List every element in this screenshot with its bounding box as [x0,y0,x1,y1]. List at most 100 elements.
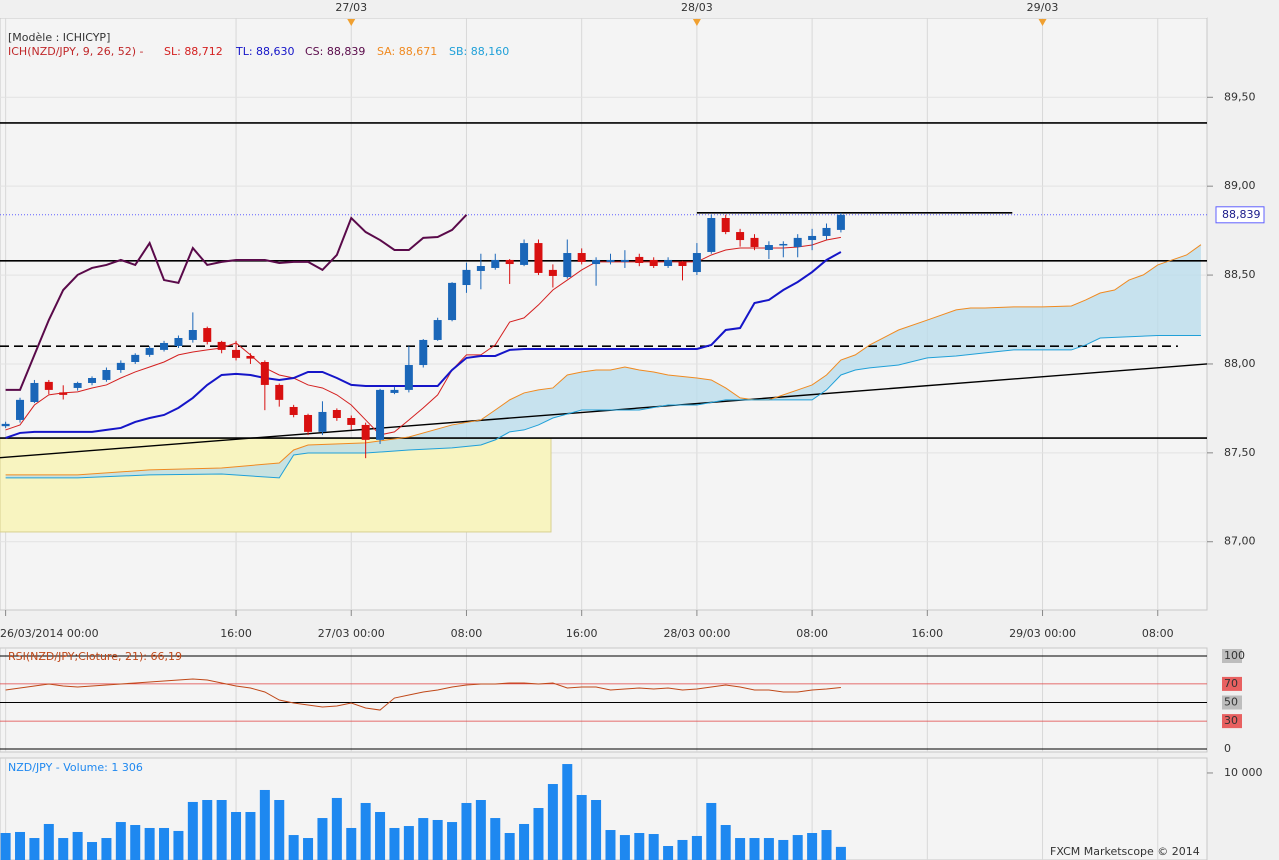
y-tick-label: 10 000 [1224,766,1263,779]
x-tick-label: 16:00 [220,627,252,640]
volume-bar [245,811,256,860]
candle-body [836,214,845,230]
volume-bar [202,800,213,860]
volume-bar [317,818,328,860]
volume-panel [0,757,1208,860]
candle-body [548,269,557,276]
volume-bar [691,835,702,860]
rsi-panel [0,647,1208,753]
legend-entry: CS: 88,839 [305,45,365,58]
rsi-title: RSI(NZD/JPY;Cloture, 21): 66,19 [8,650,182,663]
indicator-line [5,251,842,439]
candle-body [793,237,802,247]
candle-body [822,227,831,236]
candle-body [505,259,514,265]
candle-body [419,339,428,366]
volume-bar [303,838,314,860]
volume-bar [677,839,688,860]
volume-bar [360,802,371,860]
candle-body [361,424,370,440]
volume-bar [87,842,98,860]
candle-body [260,362,269,385]
session-marker [1038,19,1047,26]
indicator-label: ICH(NZD/JPY, 9, 26, 52) - [8,45,144,58]
candle-body [1,423,10,427]
volume-bar [15,831,26,860]
volume-bar [231,811,242,860]
legend-entry: SL: 88,712 [164,45,223,58]
volume-bar [259,789,270,860]
last-price-label: 88,839 [1222,208,1261,221]
volume-bar [533,808,544,860]
volume-bar [130,825,141,860]
candle-body [145,347,154,355]
volume-bar [475,800,486,860]
volume-bar [835,846,846,860]
volume-bar [461,802,472,860]
candle-body [592,259,601,265]
x-tick-label: 29/03 00:00 [1009,627,1076,640]
candle-body [462,269,471,286]
y-tick-box [1222,649,1242,663]
volume-bar [29,838,40,860]
y-tick-label: 0 [1224,742,1231,755]
volume-bar [547,784,558,860]
volume-bar [403,826,414,860]
candle-body [606,259,615,262]
indicator-line [5,214,468,391]
candle-body [174,338,183,346]
x-tick-label: 26/03/2014 00:00 [0,627,99,640]
x-tick-label: 27/03 00:00 [318,627,385,640]
date-label: 28/03 [681,1,713,14]
candle-body [563,253,572,278]
footer: FXCM Marketscope © 2014 [1050,845,1200,858]
volume-bar [187,801,198,860]
indicator-line [5,335,1201,479]
candle-body [433,320,442,340]
volume-bar [58,838,69,860]
y-tick-box [1222,676,1242,691]
y-tick-label: 70 [1224,677,1238,690]
candle-body [275,384,284,400]
zone [0,437,552,533]
candle-body [188,330,197,340]
volume-bar [173,830,184,860]
volume-bar [648,834,659,860]
candle-body [376,389,385,440]
x-tick-label: 28/03 00:00 [663,627,730,640]
volume-bar [562,764,573,860]
volume-bar [288,835,299,860]
y-tick-label: 88,00 [1224,357,1256,370]
legend-entry: SB: 88,160 [449,45,509,58]
candle-body [332,410,341,418]
y-tick-label: 89,50 [1224,90,1256,103]
legend-entry: TL: 88,630 [235,45,295,58]
candle-body [577,253,586,262]
candle-body [736,232,745,241]
y-tick-label: 87,50 [1224,446,1256,459]
session-marker [347,19,356,26]
candle-body [289,406,298,415]
volume-bar [807,833,818,860]
volume-bar [490,818,501,860]
y-tick-box [1222,695,1242,710]
candle-body [318,411,327,432]
candle-body [779,243,788,246]
volume-bar [432,819,443,860]
volume-title: NZD/JPY - Volume: 1 306 [8,761,143,774]
date-label: 27/03 [335,1,367,14]
candle-body [764,245,773,250]
candle-body [649,259,658,266]
candle-body [620,259,629,262]
candle-body [721,218,730,233]
volume-bar [706,802,717,860]
candle-body [232,349,241,358]
date-bar [0,0,1207,18]
volume-bar [576,794,587,860]
candle-body [491,259,500,268]
candle-body [246,355,255,359]
candle-body [73,382,82,388]
volume-bar [0,833,11,860]
